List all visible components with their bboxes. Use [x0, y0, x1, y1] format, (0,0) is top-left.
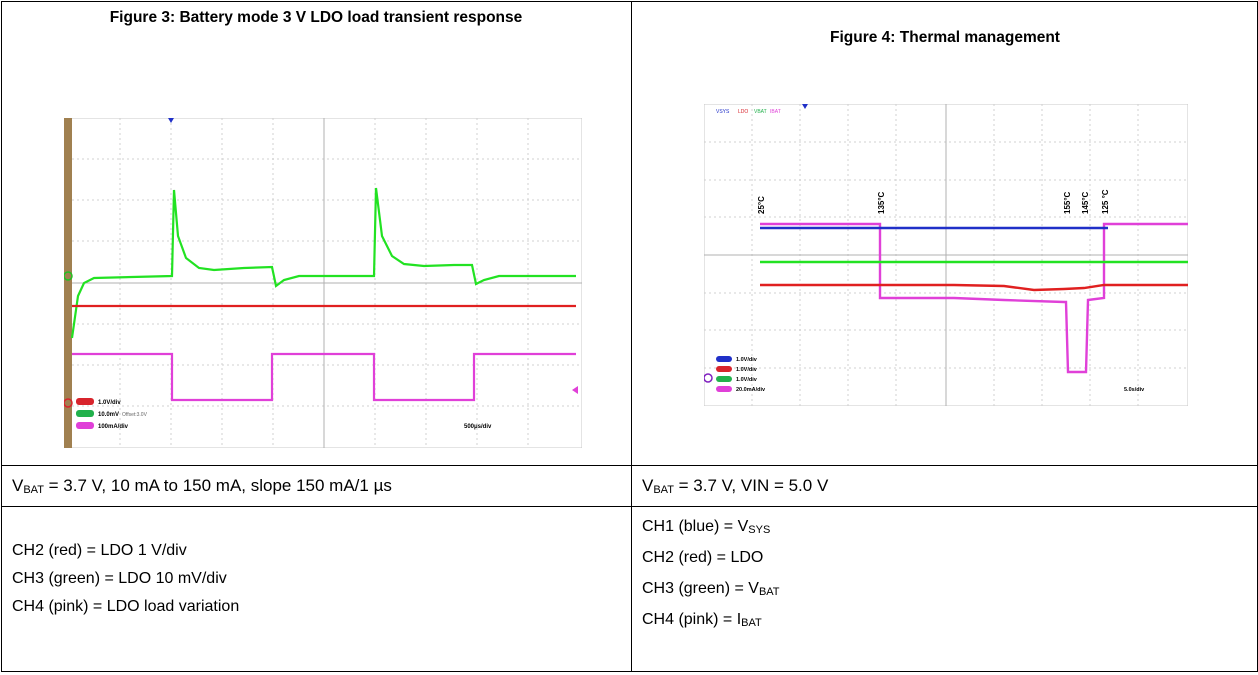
svg-text:10.0mV: 10.0mV — [98, 412, 119, 418]
svg-text:IBAT: IBAT — [770, 109, 781, 115]
ch2-red-trace — [760, 283, 1188, 292]
channel-line: CH2 (red) = LDO 1 V/div — [12, 542, 187, 559]
svg-text:155°C: 155°C — [1063, 191, 1072, 214]
channel-line: CH3 (green) = VBAT — [642, 580, 780, 598]
figure-3-caption: VBAT = 3.7 V, 10 mA to 150 mA, slope 150… — [1, 465, 632, 507]
ch4-offset-marker — [572, 386, 578, 394]
svg-text:100mA/div: 100mA/div — [98, 424, 129, 430]
scope-legend: 1.0V/div 1.0V/div 1.0V/div 20.0mA/div — [716, 356, 766, 393]
channel-line: CH1 (blue) = VSYS — [642, 518, 771, 536]
svg-text:VBAT: VBAT — [754, 109, 767, 115]
svg-text:20.0mA/div: 20.0mA/div — [736, 387, 766, 393]
channel-line: CH4 (pink) = IBAT — [642, 611, 762, 629]
channel-line: CH3 (green) = LDO 10 mV/div — [12, 570, 227, 587]
channel-line: CH4 (pink) = LDO load variation — [12, 598, 240, 615]
svg-text:135°C: 135°C — [877, 191, 886, 214]
svg-text:1.0V/div: 1.0V/div — [736, 377, 758, 383]
ch3-ground-marker — [64, 271, 73, 281]
svg-text:1.0V/div: 1.0V/div — [736, 367, 758, 373]
svg-text:LDO: LDO — [738, 109, 748, 115]
figure-3-channels: CH2 (red) = LDO 1 V/div CH3 (green) = LD… — [1, 506, 632, 672]
ch3-green-trace — [70, 187, 576, 339]
trigger-marker — [168, 118, 174, 123]
scope-legend: 1.0V/div 10.0mV Offset:3.0V 100mA/div — [76, 398, 148, 430]
ground-marker — [704, 373, 713, 383]
top-channel-labels: VSYS LDO VBAT IBAT — [716, 109, 781, 115]
trigger-marker — [802, 104, 808, 109]
ch4-pink-trace — [760, 222, 1188, 374]
svg-text:1.0V/div: 1.0V/div — [736, 357, 758, 363]
figure-3-cell: Figure 3: Battery mode 3 V LDO load tran… — [1, 1, 632, 466]
svg-text:145°C: 145°C — [1081, 191, 1090, 214]
timebase-label: 5.0s/div — [1124, 387, 1145, 393]
svg-text:125 °C: 125 °C — [1101, 189, 1110, 214]
figure-4-channels: CH1 (blue) = VSYS CH2 (red) = LDO CH3 (g… — [631, 506, 1258, 672]
figure-4-caption: VBAT = 3.7 V, VIN = 5.0 V — [631, 465, 1258, 507]
channel-line: CH2 (red) = LDO — [642, 549, 764, 566]
figure-4-title: Figure 4: Thermal management — [830, 29, 1060, 46]
svg-text:1.0V/div: 1.0V/div — [98, 400, 121, 406]
svg-text:Offset:3.0V: Offset:3.0V — [122, 412, 148, 418]
figure-3-scope: 1.0V/div 10.0mV Offset:3.0V 100mA/div 50… — [64, 118, 582, 448]
temperature-labels: 25°C 135°C 155°C 145°C 125 °C — [757, 189, 1110, 214]
scope-left-bar — [64, 118, 72, 448]
ch4-pink-trace — [72, 352, 576, 402]
svg-text:VSYS: VSYS — [716, 109, 730, 115]
svg-text:25°C: 25°C — [757, 196, 766, 214]
figure-4-cell: Figure 4: Thermal management VSYS — [631, 1, 1258, 466]
figure-3-title: Figure 3: Battery mode 3 V LDO load tran… — [109, 9, 523, 26]
figure-4-scope: VSYS LDO VBAT IBAT 25°C 135°C 155°C 145°… — [704, 104, 1188, 406]
ch2-ground-marker — [64, 398, 73, 408]
timebase-label: 500μs/div — [464, 424, 492, 430]
